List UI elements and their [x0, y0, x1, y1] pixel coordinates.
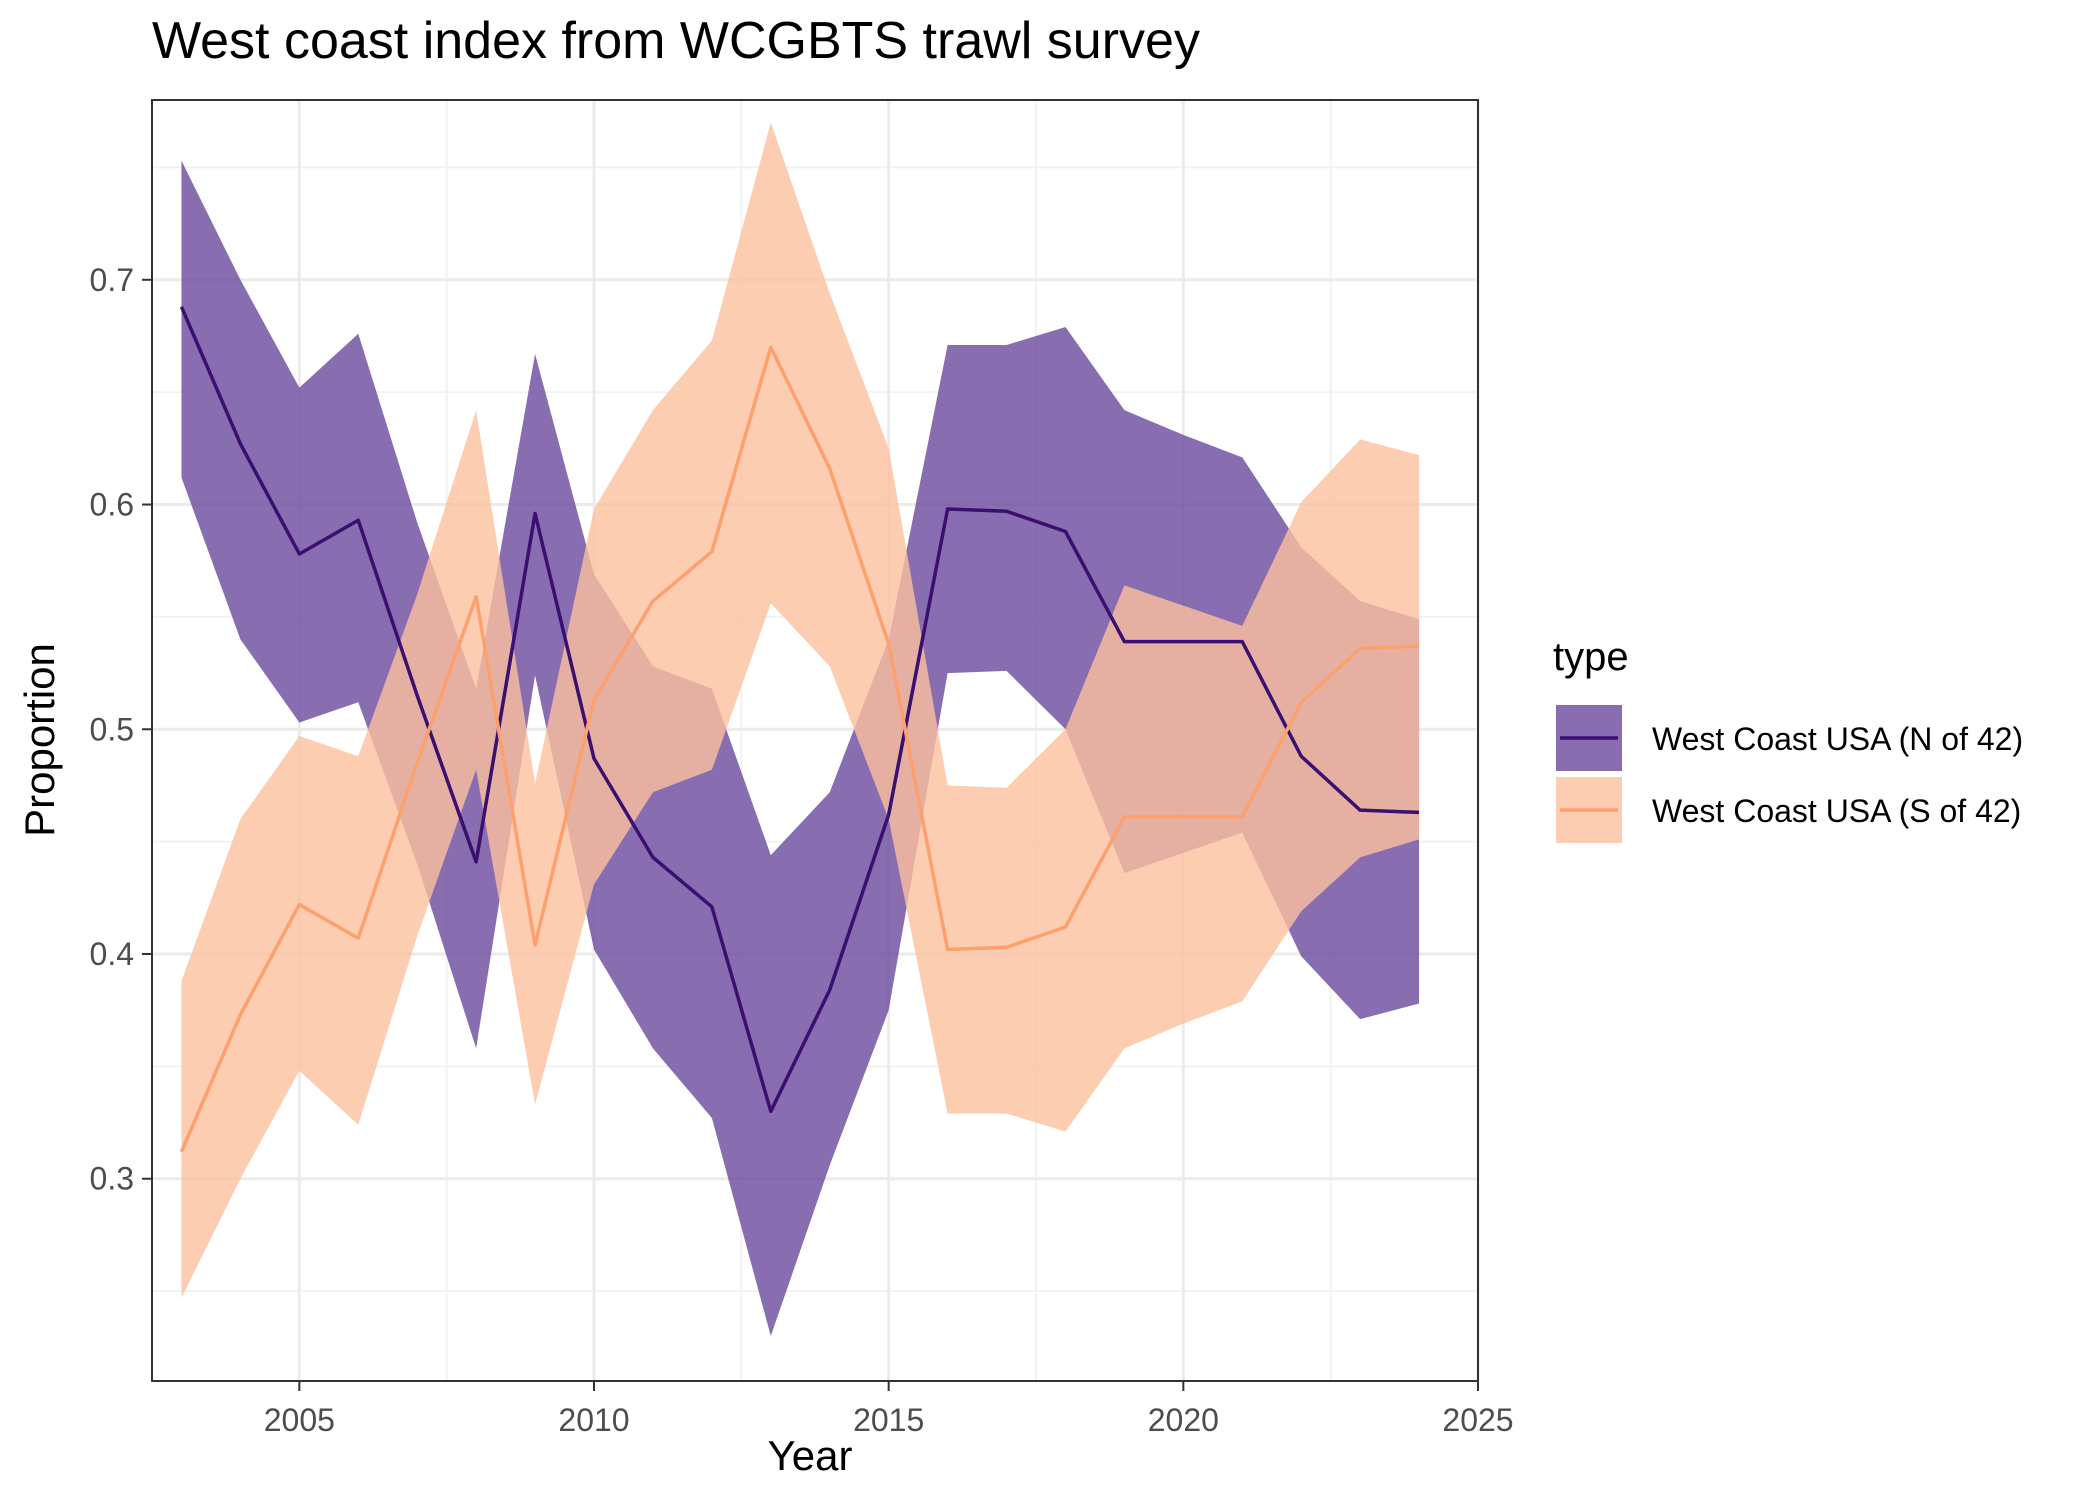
- legend-item: West Coast USA (S of 42): [1556, 777, 2021, 843]
- x-axis-label: Year: [768, 1432, 853, 1479]
- plot-panel: [151, 99, 1480, 1382]
- series-lines: [179, 306, 1420, 1153]
- y-tick-label: 0.7: [90, 262, 134, 298]
- y-tick-label: 0.6: [90, 487, 134, 523]
- x-tick-label: 2020: [1148, 1402, 1219, 1438]
- legend-item: West Coast USA (N of 42): [1556, 705, 2023, 771]
- x-axis: 2005 2010 2015 2020 2025: [264, 1381, 1514, 1438]
- y-tick-label: 0.4: [90, 936, 134, 972]
- chart-title: West coast index from WCGBTS trawl surve…: [152, 12, 1200, 70]
- y-tick-label: 0.5: [90, 711, 134, 747]
- x-tick-label: 2015: [853, 1402, 924, 1438]
- x-tick-label: 2010: [558, 1402, 629, 1438]
- confidence-band-2: [181, 122, 1420, 1298]
- x-tick-label: 2025: [1442, 1402, 1513, 1438]
- y-axis-label: Proportion: [16, 643, 63, 837]
- panel-border: [151, 99, 1479, 1382]
- legend-title: type: [1553, 635, 1629, 679]
- series-line-1: [179, 306, 1420, 1114]
- y-tick-label: 0.3: [90, 1161, 134, 1197]
- legend-label: West Coast USA (S of 42): [1652, 793, 2021, 829]
- confidence-bands: [181, 122, 1420, 1337]
- legend: type West Coast USA (N of 42) West Coast …: [1553, 635, 2023, 843]
- legend-label: West Coast USA (N of 42): [1652, 721, 2023, 757]
- y-axis: 0.3 0.4 0.5 0.6 0.7: [90, 262, 152, 1197]
- x-tick-label: 2005: [264, 1402, 335, 1438]
- confidence-band-1: [181, 160, 1420, 1337]
- series-line-2: [179, 345, 1420, 1153]
